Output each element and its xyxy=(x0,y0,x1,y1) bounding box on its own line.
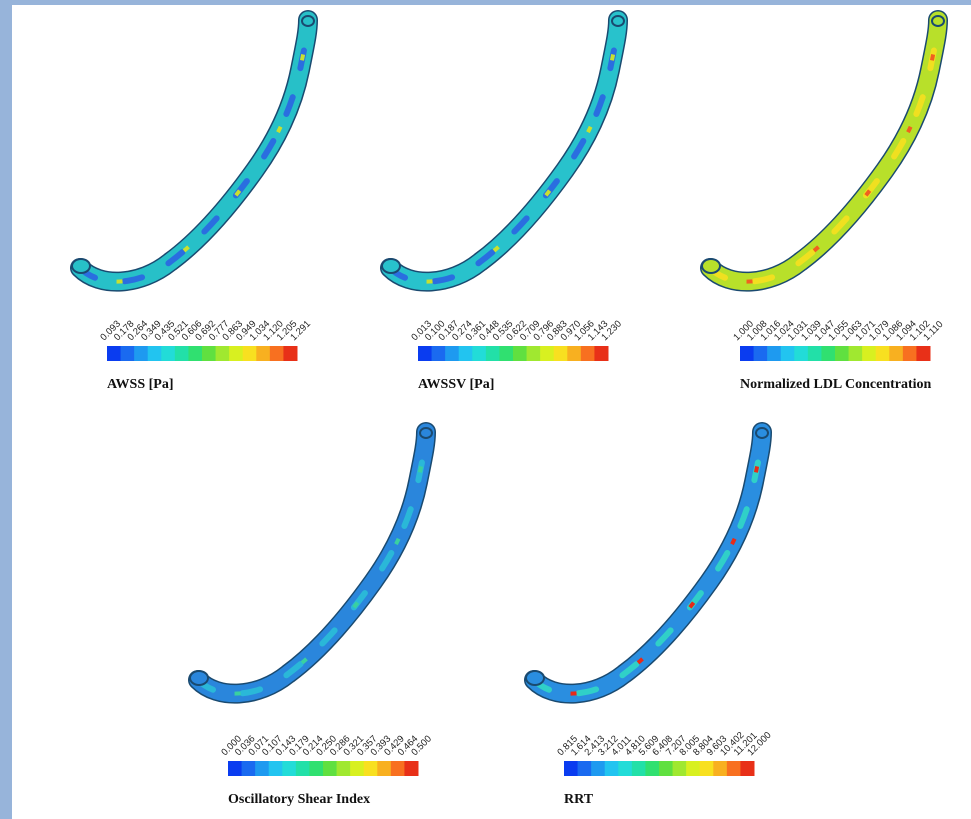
colorbar-segment xyxy=(659,761,674,776)
colorbar-segment xyxy=(821,346,836,361)
vessel-outlet xyxy=(755,427,769,439)
colorbar-segment xyxy=(229,346,244,361)
vessel-inlet xyxy=(701,258,721,274)
panel-label: Oscillatory Shear Index xyxy=(228,792,370,807)
colorbar-segment xyxy=(242,346,257,361)
colorbar-segment xyxy=(147,346,162,361)
colorbar-segment xyxy=(283,346,298,361)
vessel-inlet xyxy=(381,258,401,274)
colorbar-segment xyxy=(309,761,324,776)
vessel xyxy=(190,428,432,694)
colorbar-segment xyxy=(161,346,176,361)
colorbar-segment xyxy=(767,346,782,361)
colorbar-segment xyxy=(618,761,633,776)
colorbar-segment xyxy=(807,346,822,361)
colorbar-segment xyxy=(215,346,230,361)
colorbar-segment xyxy=(726,761,741,776)
colorbar-segment xyxy=(485,346,500,361)
vessel-inlet xyxy=(71,258,91,274)
colorbar-segment xyxy=(740,761,755,776)
vessel-inlet xyxy=(525,670,545,686)
colorbar-segment xyxy=(404,761,419,776)
colorbar-segment xyxy=(120,346,135,361)
colorbar-segment xyxy=(377,761,392,776)
vessel-outlet xyxy=(419,427,433,439)
vessel xyxy=(382,16,624,282)
colorbar-segment xyxy=(835,346,850,361)
colorbar-segment xyxy=(256,346,271,361)
colorbar-segment xyxy=(740,346,755,361)
colorbar-segment xyxy=(567,346,582,361)
colorbar-segment xyxy=(188,346,203,361)
vessel-inlet xyxy=(189,670,209,686)
colorbar-segment xyxy=(540,346,555,361)
colorbar-segment xyxy=(631,761,646,776)
colorbar-segment xyxy=(418,346,433,361)
colorbar-segment xyxy=(255,761,270,776)
colorbar-segment xyxy=(780,346,795,361)
panel-label: AWSSV [Pa] xyxy=(418,377,494,392)
panel-label: Normalized LDL Concentration xyxy=(740,377,932,392)
colorbar-segment xyxy=(202,346,217,361)
vessel-outlet xyxy=(931,15,945,27)
panel-label: RRT xyxy=(564,792,594,807)
colorbar-segment xyxy=(594,346,609,361)
colorbar-segment xyxy=(862,346,877,361)
colorbar-segment xyxy=(174,346,189,361)
colorbar-segment xyxy=(445,346,460,361)
colorbar-segment xyxy=(916,346,931,361)
colorbar-segment xyxy=(875,346,890,361)
colorbar-segment xyxy=(431,346,446,361)
vessel xyxy=(526,428,768,694)
colorbar-segment xyxy=(390,761,405,776)
colorbar-segment xyxy=(269,346,284,361)
colorbar-segment xyxy=(282,761,297,776)
colorbar-segment xyxy=(268,761,283,776)
colorbar-segment xyxy=(577,761,592,776)
colorbar-segment xyxy=(889,346,904,361)
colorbar-segment xyxy=(580,346,595,361)
colorbar-segment xyxy=(553,346,568,361)
colorbar-segment xyxy=(713,761,728,776)
colorbar-segment xyxy=(672,761,687,776)
colorbar-segment xyxy=(699,761,714,776)
colorbar-segment xyxy=(848,346,863,361)
colorbar-segment xyxy=(134,346,149,361)
panel-background xyxy=(12,5,971,819)
vessel-outlet xyxy=(611,15,625,27)
colorbar-segment xyxy=(499,346,514,361)
colorbar-segment xyxy=(591,761,606,776)
colorbar-segment xyxy=(295,761,310,776)
colorbar-segment xyxy=(902,346,917,361)
vessel-outlet xyxy=(301,15,315,27)
colorbar-segment xyxy=(564,761,579,776)
colorbar-segment xyxy=(472,346,487,361)
vessel xyxy=(702,16,944,282)
colorbar-segment xyxy=(350,761,365,776)
colorbar-segment xyxy=(458,346,473,361)
colorbar-segment xyxy=(753,346,768,361)
colorbar-segment xyxy=(645,761,660,776)
colorbar-segment xyxy=(363,761,378,776)
colorbar-segment xyxy=(526,346,541,361)
vessel xyxy=(72,16,314,282)
colorbar-segment xyxy=(686,761,701,776)
colorbar-segment xyxy=(241,761,256,776)
colorbar-segment xyxy=(228,761,243,776)
colorbar-segment xyxy=(604,761,619,776)
colorbar-segment xyxy=(323,761,338,776)
colorbar-segment xyxy=(794,346,809,361)
colorbar-segment xyxy=(336,761,351,776)
colorbar-segment xyxy=(107,346,122,361)
panel-label: AWSS [Pa] xyxy=(107,377,174,392)
colorbar-segment xyxy=(513,346,528,361)
